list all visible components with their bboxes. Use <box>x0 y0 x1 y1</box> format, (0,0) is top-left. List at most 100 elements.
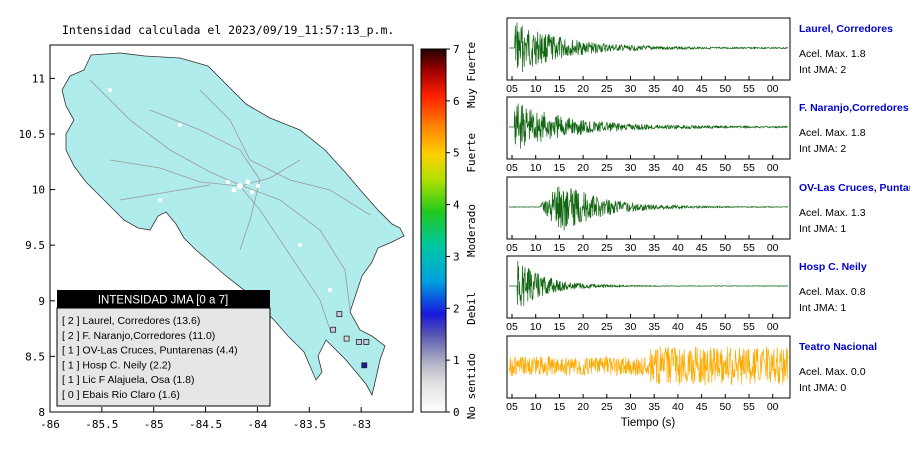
waveform-tick-label: 35 <box>648 83 660 95</box>
map-panel: -86 -85.5 -85 -84.5 -84 -83.5 -83 8 8.5 9 9.5 10 10… <box>19 44 414 431</box>
waveform-tick-label: 20 <box>577 242 589 254</box>
map-x-tick-label: -86 <box>40 418 60 431</box>
waveform-tick-label: 45 <box>696 162 708 174</box>
city-cluster <box>108 88 332 292</box>
colorbar-label: Debil <box>465 292 478 325</box>
legend-header: INTENSIDAD JMA [0 a 7] <box>98 295 228 307</box>
legend-items: [ 2 ] Laurel, Corredores (13.6) [ 2 ] F. … <box>62 315 238 401</box>
waveform-tick-label: 50 <box>719 162 731 174</box>
waveform-tick-label: 45 <box>696 401 708 413</box>
station-acel: Acel. Max. 0.8 <box>799 286 866 298</box>
colorbar-label: No sentido <box>465 353 478 419</box>
waveform-tick-label: 30 <box>625 242 637 254</box>
colorbar-label: Fuerte <box>465 133 478 173</box>
legend-item: [ 0 ] Ebais Rio Claro (1.6) <box>62 389 180 401</box>
station-marker <box>343 335 350 342</box>
costa-rica-land <box>61 52 405 397</box>
waveform-tick-label: 55 <box>743 242 755 254</box>
map-title: Intensidad calculada el 2023/09/19_11:57… <box>62 23 395 37</box>
station-name: Laurel, Corredores <box>799 23 893 35</box>
map-y-tick-label: 9.5 <box>25 239 45 252</box>
waveform-tick-label: 10 <box>530 162 542 174</box>
waveform-tick-label: 10 <box>530 83 542 95</box>
waveform-tick-label: 05 <box>506 242 518 254</box>
waveform-tick-label: 05 <box>506 401 518 413</box>
map-y-tick-label: 10.5 <box>19 128 46 141</box>
waveform-tick-label: 00 <box>767 83 779 95</box>
waveform-tick-label: 05 <box>506 321 518 333</box>
waveform-tick-label: 05 <box>506 83 518 95</box>
waveform-tick-label: 00 <box>767 242 779 254</box>
waveform-tick-label: 05 <box>506 162 518 174</box>
map-y-tick-label: 10 <box>32 184 45 197</box>
colorbar-labels: No sentido Debil Moderado Fuerte Muy Fuerte <box>465 42 478 419</box>
waveform-tick-label: 35 <box>648 242 660 254</box>
waveform-tick-label: 35 <box>648 321 660 333</box>
waveform-tick-label: 10 <box>530 401 542 413</box>
map-x-tick-label: -85.5 <box>85 418 118 431</box>
waveform-panel: 05 10 15 20 25 30 35 40 45 50 55 00 Laurel, Corredor… <box>506 17 893 95</box>
map-y-tick-label: 8.5 <box>25 350 45 363</box>
waveform-panel: 05 10 15 20 25 30 35 40 45 50 55 00 Hosp C. Neily Ace… <box>506 255 867 333</box>
waveform-tick-label: 40 <box>672 242 684 254</box>
waveform-tick-label: 35 <box>648 401 660 413</box>
map-y-ticks: 8 8.5 9 9.5 10 10.5 11 <box>19 72 55 419</box>
colorbar-tick-label: 6 <box>453 95 460 108</box>
waveform-tick-label: 40 <box>672 162 684 174</box>
waveform-tick-label: 55 <box>743 321 755 333</box>
waveform-tick-label: 30 <box>625 162 637 174</box>
station-marker <box>356 339 362 345</box>
station-name: Hosp C. Neily <box>799 261 867 273</box>
waveform-tick-label: 15 <box>554 321 566 333</box>
waveform-tick-label: 50 <box>719 83 731 95</box>
station-acel: Acel. Max. 0.0 <box>799 366 866 378</box>
waveform-trace <box>509 103 789 149</box>
waveform-tick-label: 30 <box>625 83 637 95</box>
station-marker <box>336 311 343 318</box>
waveform-panel: 05 10 15 20 25 30 35 40 45 50 55 00 OV-Las Cruces, P… <box>506 176 910 254</box>
waveform-tick-label: 25 <box>601 401 613 413</box>
waveform-trace <box>509 22 789 73</box>
waveform-tick-label: 55 <box>743 83 755 95</box>
intensity-legend: INTENSIDAD JMA [0 a 7] [ 2 ] Laurel, Cor… <box>56 290 271 407</box>
waveform-tick-label: 25 <box>601 162 613 174</box>
map-x-tick-label: -84 <box>247 418 267 431</box>
colorbar-ticks: 0 1 2 3 4 5 6 7 <box>446 43 460 419</box>
waveform-tick-label: 50 <box>719 242 731 254</box>
colorbar-tick-label: 5 <box>453 147 460 160</box>
waveform-tick-label: 45 <box>696 83 708 95</box>
colorbar-gradient <box>420 48 447 413</box>
waveform-tick-label: 45 <box>696 321 708 333</box>
waveform-tick-label: 15 <box>554 162 566 174</box>
map-x-ticks: -86 -85.5 -85 -84.5 -84 -83.5 -83 <box>40 407 371 431</box>
legend-item: [ 1 ] Hosp C. Neily (2.2) <box>62 359 171 371</box>
map-y-tick-label: 9 <box>38 295 45 308</box>
station-jma: Int JMA: 0 <box>799 382 846 394</box>
legend-body <box>56 307 271 407</box>
map-x-tick-label: -84.5 <box>189 418 222 431</box>
waveform-tick-label: 00 <box>767 162 779 174</box>
waveform-tick-label: 20 <box>577 401 589 413</box>
waveform-tick-label: 15 <box>554 242 566 254</box>
map-y-tick-label: 8 <box>38 406 45 419</box>
station-jma: Int JMA: 2 <box>799 64 846 76</box>
map-x-tick-label: -83 <box>351 418 371 431</box>
colorbar-tick-label: 0 <box>453 406 460 419</box>
waveform-panel: 05 10 15 20 25 30 35 40 45 50 55 00 F. Naranjo,Corre… <box>506 96 909 174</box>
waveform-tick-label: 30 <box>625 401 637 413</box>
colorbar-tick-label: 2 <box>453 302 460 315</box>
colorbar-tick-label: 3 <box>453 250 460 263</box>
station-marker <box>363 339 370 345</box>
station-name: OV-Las Cruces, Puntar <box>799 182 910 194</box>
legend-item: [ 2 ] Laurel, Corredores (13.6) <box>62 315 200 327</box>
waveform-panel: 05 10 15 20 25 30 35 40 45 50 55 00 Teatro Nacional A… <box>506 335 877 413</box>
colorbar-tick-label: 4 <box>453 199 460 212</box>
waveform-tick-label: 20 <box>577 83 589 95</box>
map-y-tick-label: 11 <box>32 72 45 85</box>
colorbar-tick-label: 7 <box>453 43 460 56</box>
map-x-tick-label: -83.5 <box>293 418 326 431</box>
station-jma: Int JMA: 1 <box>799 223 846 235</box>
waveform-tick-label: 00 <box>767 321 779 333</box>
station-marker <box>361 362 368 369</box>
station-name: F. Naranjo,Corredores <box>799 102 909 114</box>
